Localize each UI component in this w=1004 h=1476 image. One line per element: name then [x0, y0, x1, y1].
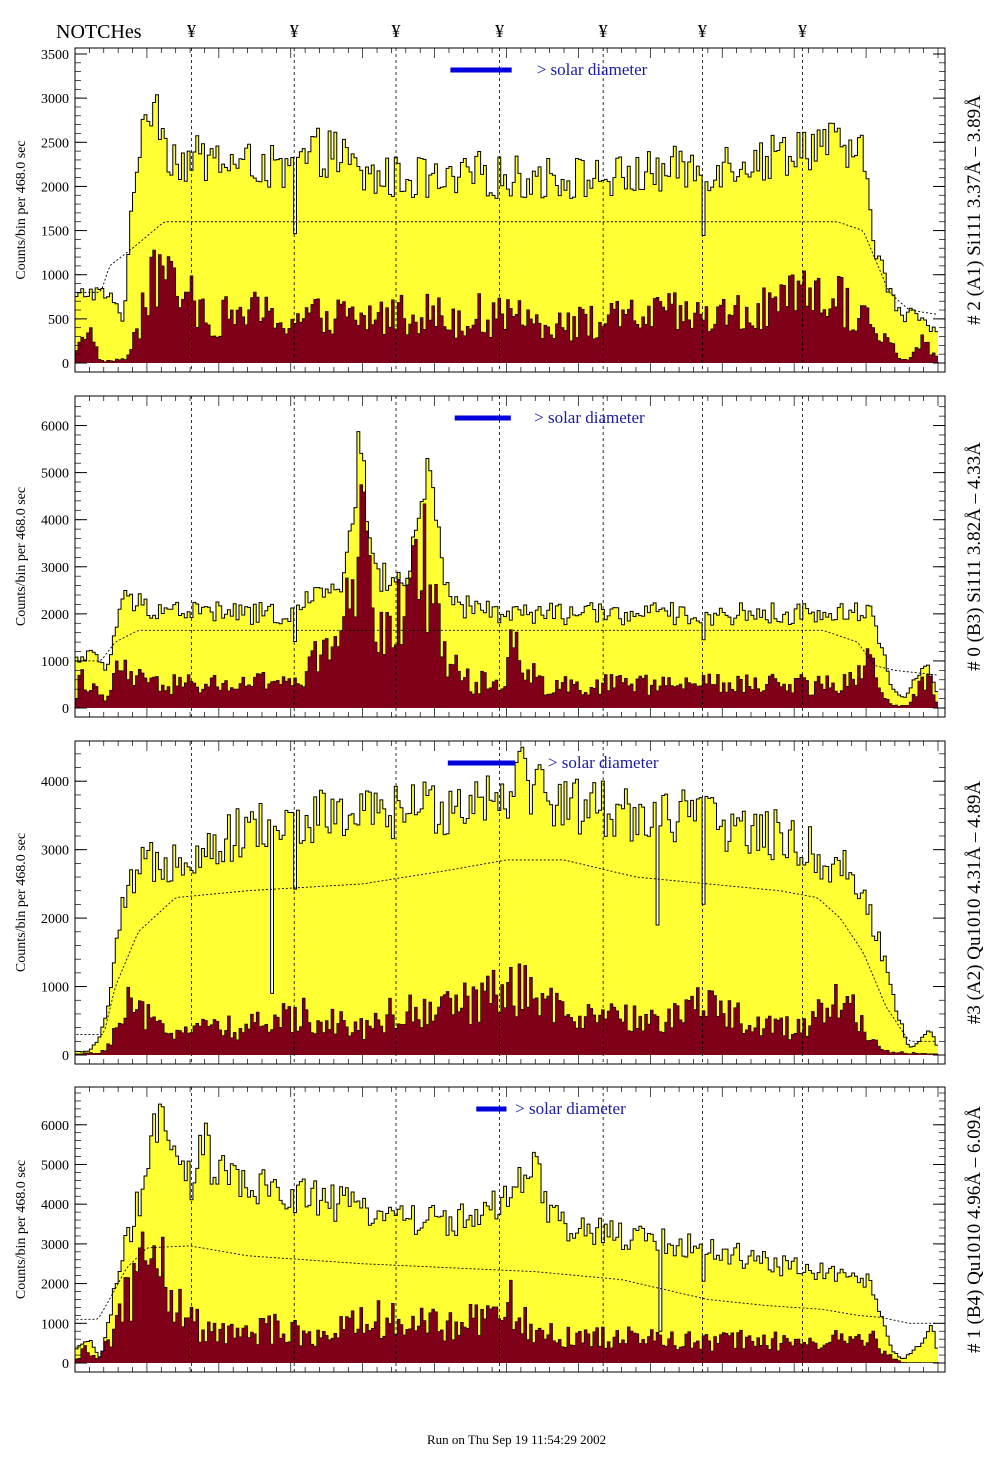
y-tick-label: 4000 [41, 775, 69, 790]
total-counts-area [75, 431, 938, 708]
y-tick-label: 6000 [41, 1119, 69, 1134]
y-axis-label: Counts/bin per 468.0 sec [14, 1160, 29, 1299]
panel-title: # 1 (B4) Qu1010 4.96Å – 6.09Å [964, 1106, 985, 1353]
y-tick-label: 1000 [41, 1317, 69, 1332]
y-tick-label: 2000 [41, 180, 69, 195]
panel-title: # 0 (B3) Si111 3.82Å – 4.33Å [964, 442, 985, 671]
notch-marker: ¥ [290, 21, 299, 41]
y-tick-label: 1500 [41, 225, 69, 240]
total-counts-outline [75, 1103, 938, 1360]
panel-title: #3 (A2) Qu1010 4.31Å – 4.89Å [964, 781, 985, 1025]
solar-diameter-label: > solar diameter [548, 753, 659, 772]
y-tick-label: 2000 [41, 608, 69, 623]
lower-counts-outline [75, 249, 938, 363]
y-tick-label: 500 [48, 313, 69, 328]
spectrum-panel-3: 0 1000 2000 3000 4000 Counts/bin per 468.0 se… [14, 740, 985, 1065]
y-tick-label: 4000 [41, 1198, 69, 1213]
y-tick-label: 2000 [41, 1278, 69, 1293]
panel-frame [74, 47, 946, 373]
chart-panels: 0 500 1000 1500 2000 2500 3000 3500 Counts/bin p… [14, 47, 985, 1373]
lower-counts-outline [75, 963, 938, 1055]
notch-marker: ¥ [392, 21, 401, 41]
total-counts-outline [75, 431, 938, 698]
lower-counts-outline [75, 1231, 938, 1364]
y-tick-label: 5000 [41, 1158, 69, 1173]
y-tick-label: 1000 [41, 981, 69, 996]
reference-curve [76, 629, 937, 676]
y-tick-label: 3500 [41, 48, 69, 63]
y-tick-label: 1000 [41, 655, 69, 670]
spectrum-panel-1: 0 500 1000 1500 2000 2500 3000 3500 Counts/bin p… [14, 47, 985, 373]
y-tick-label: 3000 [41, 1238, 69, 1253]
panel-frame [74, 395, 946, 718]
y-tick-label: 0 [62, 357, 69, 372]
y-tick-label: 6000 [41, 420, 69, 435]
y-tick-label: 4000 [41, 514, 69, 529]
y-tick-label: 0 [62, 702, 69, 717]
notch-marker: ¥ [599, 21, 608, 41]
total-counts-outline [75, 746, 938, 1053]
y-tick-label: 2500 [41, 136, 69, 151]
y-tick-label: 2000 [41, 912, 69, 927]
notch-marker: ¥ [798, 21, 807, 41]
spectrum-panel-2: 0 1000 2000 3000 4000 5000 6000 Counts/bin per … [14, 395, 985, 718]
y-tick-label: 1000 [41, 269, 69, 284]
y-axis-label: Counts/bin per 468.0 sec [14, 833, 29, 972]
y-tick-label: 0 [62, 1357, 69, 1372]
panel-frame [74, 740, 946, 1065]
y-tick-label: 0 [62, 1049, 69, 1064]
solar-diameter-label: > solar diameter [515, 1099, 626, 1118]
notches-label: NOTCHes [56, 21, 142, 43]
y-tick-label: 5000 [41, 467, 69, 482]
run-footer: Run on Thu Sep 19 11:54:29 2002 [427, 1432, 606, 1447]
spectrum-panel-4: 0 1000 2000 3000 4000 5000 6000 Counts/bin per … [14, 1086, 985, 1373]
notch-markers: ¥ ¥ ¥ ¥ ¥ ¥ ¥ [187, 21, 807, 41]
y-tick-label: 3000 [41, 92, 69, 107]
notch-marker: ¥ [187, 21, 196, 41]
notch-marker: ¥ [698, 21, 707, 41]
panel-title: # 2 (A1) Si111 3.37Å – 3.89Å [964, 95, 985, 325]
y-axis-label: Counts/bin per 468.0 sec [14, 140, 29, 279]
solar-diameter-label: > solar diameter [537, 60, 648, 79]
total-counts-outline [75, 94, 938, 333]
reference-curve [76, 221, 937, 315]
solar-diameter-label: > solar diameter [534, 408, 645, 427]
y-tick-label: 3000 [41, 561, 69, 576]
lower-counts-outline [75, 484, 938, 707]
y-axis-label: Counts/bin per 468.0 sec [14, 487, 29, 626]
reference-curve [76, 1245, 937, 1324]
reference-curve [76, 859, 937, 1042]
y-tick-label: 3000 [41, 844, 69, 859]
notch-marker: ¥ [495, 21, 504, 41]
panel-frame [74, 1086, 946, 1373]
total-counts-area [75, 1104, 938, 1363]
